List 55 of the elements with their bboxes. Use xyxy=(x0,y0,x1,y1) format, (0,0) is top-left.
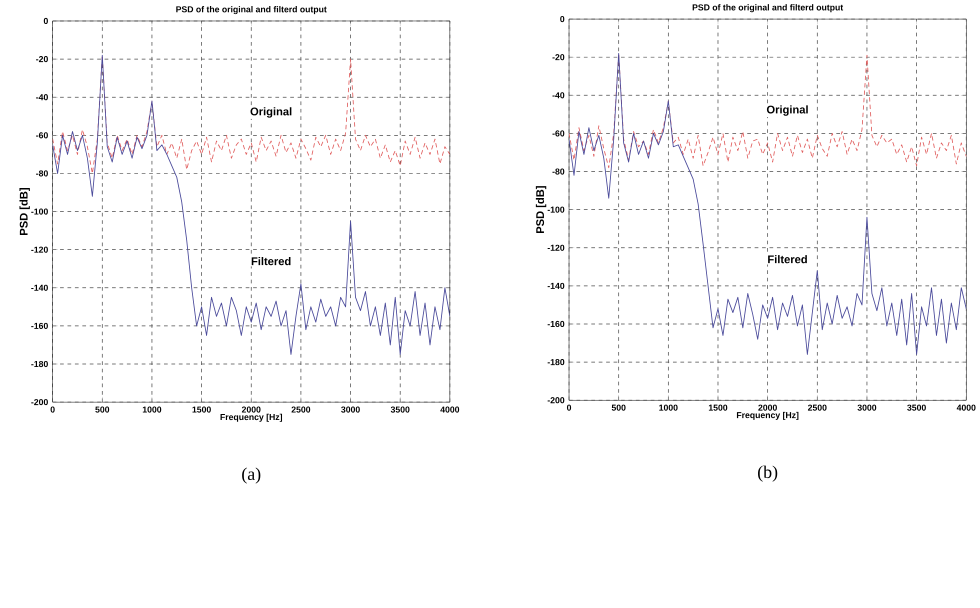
y-tick-label: 0 xyxy=(44,18,48,24)
y-tick-label: -20 xyxy=(552,54,564,60)
line-series xyxy=(569,52,966,168)
x-tick-label: 0 xyxy=(566,404,572,411)
x-axis-title: Frequency [Hz] xyxy=(736,412,798,420)
y-tick-label: -160 xyxy=(31,322,48,329)
y-tick-label: -40 xyxy=(36,94,48,100)
y-tick-label: 0 xyxy=(560,16,564,22)
x-tick-label: 3500 xyxy=(390,406,410,413)
y-tick-label: -60 xyxy=(36,132,48,138)
text: (b) xyxy=(758,466,778,482)
series-label: Original xyxy=(250,107,292,118)
y-tick-label: -180 xyxy=(31,360,48,368)
x-tick-label: 1500 xyxy=(192,406,211,413)
line-series xyxy=(569,52,966,355)
series-label: Original xyxy=(766,105,808,116)
x-tick-label: 500 xyxy=(612,404,626,411)
y-tick-label: -200 xyxy=(31,399,48,406)
series-label: Filtered xyxy=(252,257,290,266)
y-tick-label: -120 xyxy=(31,246,48,253)
y-tick-label: -140 xyxy=(548,282,564,289)
x-tick-label: 1000 xyxy=(659,404,678,411)
x-tick-label: 2000 xyxy=(758,404,777,411)
y-tick-label: -80 xyxy=(552,168,564,175)
line-series xyxy=(52,54,450,355)
x-axis-title: Frequency [Hz] xyxy=(220,414,282,422)
y-tick-label: -100 xyxy=(548,206,564,213)
chart-title: PSD of the original and filterd output xyxy=(176,6,327,14)
x-tick-label: 1000 xyxy=(142,406,162,413)
x-tick-label: 2000 xyxy=(242,406,261,413)
x-tick-label: 4000 xyxy=(956,404,976,411)
x-tick-label: 4000 xyxy=(440,406,460,413)
y-tick-label: -160 xyxy=(548,320,564,328)
chart-title: PSD of the original and filterd output xyxy=(692,4,844,12)
x-tick-label: 3000 xyxy=(858,404,876,411)
x-tick-label: 2500 xyxy=(808,404,827,411)
y-axis-title: PSD [dB] xyxy=(536,186,546,234)
y-axis-title: PSD [dB] xyxy=(19,188,30,235)
y-tick-label: -20 xyxy=(36,56,48,62)
x-tick-label: 3500 xyxy=(907,404,926,411)
y-tick-label: -80 xyxy=(36,170,48,177)
y-tick-label: -60 xyxy=(552,130,564,137)
y-tick-label: -200 xyxy=(548,397,564,404)
y-tick-label: -100 xyxy=(31,208,48,215)
series-label: Filtered xyxy=(768,255,807,264)
y-tick-label: -120 xyxy=(548,244,564,251)
y-tick-label: -180 xyxy=(548,359,564,366)
x-tick-label: 500 xyxy=(95,406,110,413)
x-tick-label: 2500 xyxy=(292,406,310,413)
x-tick-label: 1500 xyxy=(708,404,728,411)
x-tick-label: 3000 xyxy=(341,406,360,413)
text: (a) xyxy=(242,468,260,484)
y-tick-label: -40 xyxy=(552,92,564,98)
y-tick-label: -140 xyxy=(31,284,48,291)
x-tick-label: 0 xyxy=(50,406,55,413)
